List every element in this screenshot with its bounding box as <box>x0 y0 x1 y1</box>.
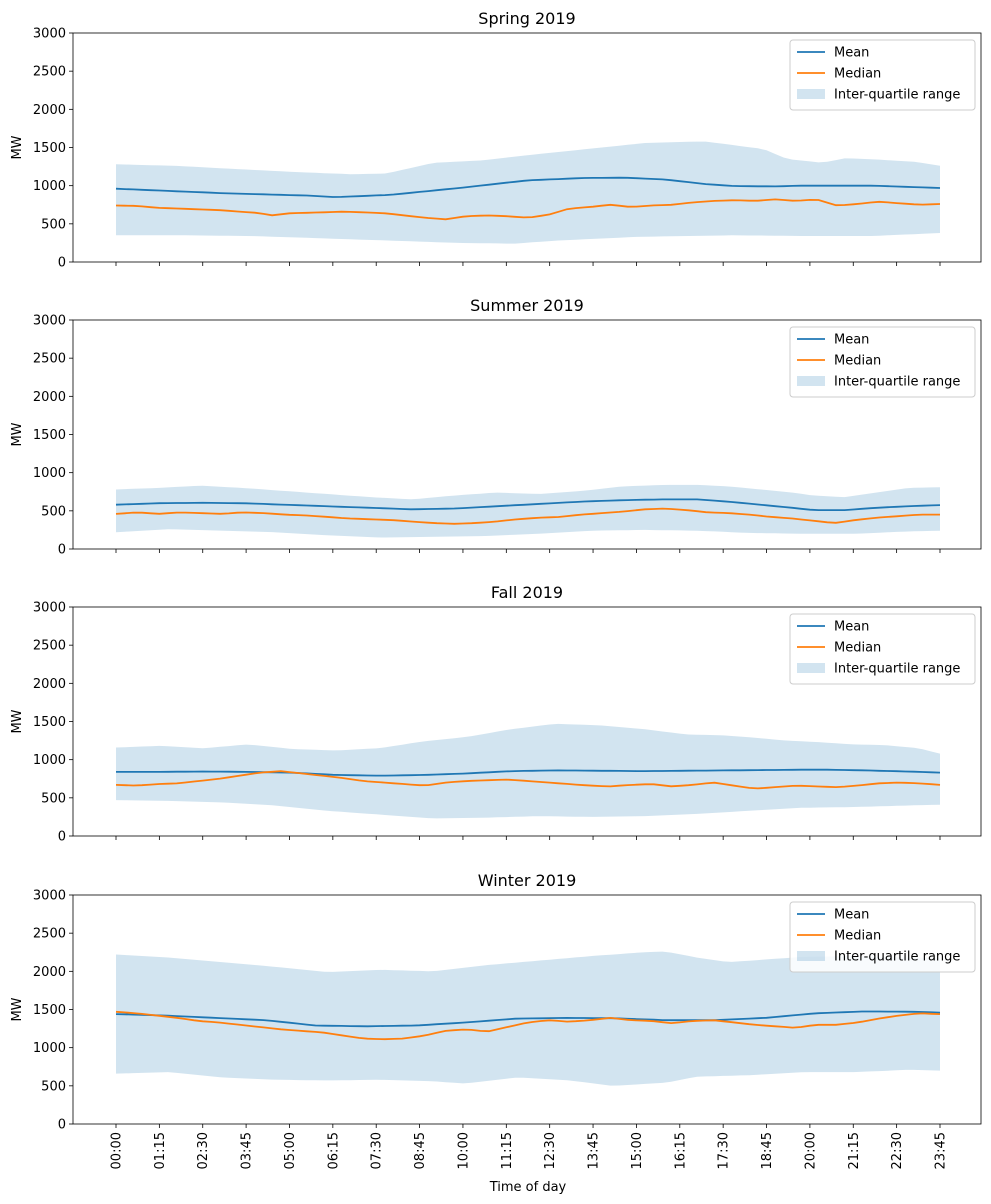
panel-title: Fall 2019 <box>491 583 563 602</box>
y-axis-label: MW <box>10 997 25 1021</box>
legend-entry: Median <box>834 354 881 369</box>
legend-entry: Inter-quartile range <box>834 950 960 965</box>
mean-line <box>116 768 941 777</box>
y-tick-label: 2000 <box>33 390 66 405</box>
median-line <box>115 507 940 525</box>
y-tick-label: 0 <box>58 1118 66 1133</box>
y-tick-label: 2500 <box>33 65 66 80</box>
legend-entry: Median <box>834 67 881 82</box>
x-tick-label: 03:45 <box>240 1132 255 1169</box>
x-tick-label: 21:15 <box>847 1132 862 1169</box>
x-tick-label: 16:15 <box>673 1132 688 1169</box>
x-tick-label: 05:00 <box>283 1132 298 1169</box>
y-tick-label: 500 <box>41 217 66 232</box>
median-line <box>115 1010 941 1041</box>
x-axis-label: Time of day <box>489 1180 567 1195</box>
x-tick-label: 22:30 <box>890 1132 905 1169</box>
legend: Mean Median Inter-quartile range <box>789 326 976 398</box>
panel-title: Summer 2019 <box>470 296 584 315</box>
panel-2: Summer 2019 0 500 1000 1500 2000 2500 3000 MW Mea… <box>10 296 982 558</box>
x-tick-label: 00:00 <box>110 1132 125 1169</box>
x-tick-label: 06:15 <box>326 1132 341 1169</box>
y-tick-label: 1000 <box>33 179 66 194</box>
y-axis-label: MW <box>10 135 25 159</box>
legend-entry: Median <box>834 929 881 944</box>
legend-entry: Mean <box>834 46 869 61</box>
x-tick-label: 10:00 <box>456 1132 471 1169</box>
x-tick-label: 07:30 <box>370 1132 385 1169</box>
legend-entry: Inter-quartile range <box>834 88 960 103</box>
legend: Mean Median Inter-quartile range <box>789 39 976 111</box>
panels-container: Spring 2019 0 500 1000 1500 2000 2500 3000 MW Mea… <box>10 9 982 1169</box>
panel-title: Winter 2019 <box>478 871 577 890</box>
panel-3: Fall 2019050010001500200025003000MWMeanM… <box>10 583 982 845</box>
median-line <box>115 198 941 221</box>
iqr-band <box>116 484 940 538</box>
y-tick-label: 500 <box>41 791 66 806</box>
y-tick-label: 2500 <box>33 352 66 367</box>
legend-box <box>789 326 976 398</box>
legend-entry: Mean <box>834 908 869 923</box>
x-tick-label: 17:30 <box>717 1132 732 1169</box>
y-tick-label: 2500 <box>33 639 66 654</box>
mean-line <box>115 498 941 511</box>
panel-1: Spring 2019 0 500 1000 1500 2000 2500 3000 MW Mea… <box>10 9 982 271</box>
legend-box <box>789 901 976 973</box>
x-tick-label: 20:00 <box>803 1132 818 1169</box>
y-tick-label: 1500 <box>33 1003 66 1018</box>
legend: Mean Median Inter-quartile range <box>789 613 976 685</box>
y-tick-label: 3000 <box>33 601 66 616</box>
legend-entry: Mean <box>834 620 869 635</box>
y-tick-label: 1000 <box>33 466 66 481</box>
legend-box <box>789 39 976 111</box>
y-tick-label: 1500 <box>33 428 66 443</box>
iqr-band <box>116 141 940 244</box>
y-axis-label: MW <box>10 709 25 733</box>
x-tick-label: 15:00 <box>630 1132 645 1169</box>
x-tick-label: 18:45 <box>760 1132 775 1169</box>
y-tick-label: 1500 <box>33 715 66 730</box>
y-tick-label: 0 <box>58 256 66 271</box>
y-tick-label: 0 <box>58 830 66 845</box>
x-tick-label: 01:15 <box>153 1132 168 1169</box>
y-tick-label: 500 <box>41 1079 66 1094</box>
y-tick-label: 1000 <box>33 753 66 768</box>
median-line <box>115 770 941 790</box>
x-tick-label: 23:45 <box>934 1132 949 1169</box>
legend-box <box>789 613 976 685</box>
y-axis-label: MW <box>10 422 25 446</box>
y-tick-label: 2000 <box>33 103 66 118</box>
y-tick-label: 2500 <box>33 927 66 942</box>
y-tick-label: 3000 <box>33 314 66 329</box>
mean-line <box>115 176 941 198</box>
legend-entry: Inter-quartile range <box>834 375 960 390</box>
y-tick-label: 1000 <box>33 1041 66 1056</box>
panel-4: Winter 2019 0 500 1000 1500 2000 2500 3000 MW 00:… <box>10 871 982 1169</box>
legend-iqr-swatch <box>797 376 825 386</box>
mean-line <box>115 1010 941 1028</box>
x-tick-label: 02:30 <box>196 1132 211 1169</box>
y-tick-label: 3000 <box>33 27 66 42</box>
y-tick-label: 2000 <box>33 677 66 692</box>
x-tick-label: 08:45 <box>413 1132 428 1169</box>
x-tick-label: 12:30 <box>543 1132 558 1169</box>
legend-iqr-swatch <box>797 663 825 673</box>
x-tick-label: 11:15 <box>500 1132 515 1169</box>
x-tick-label: 13:45 <box>587 1132 602 1169</box>
y-tick-label: 1500 <box>33 141 66 156</box>
legend-iqr-swatch <box>797 89 825 99</box>
panel-title: Spring 2019 <box>478 9 575 28</box>
legend: Mean Median Inter-quartile range <box>789 901 976 973</box>
y-tick-label: 0 <box>58 543 66 558</box>
legend-iqr-swatch <box>797 951 825 961</box>
y-tick-label: 500 <box>41 504 66 519</box>
legend-entry: Mean <box>834 333 869 348</box>
y-tick-label: 3000 <box>33 889 66 904</box>
y-tick-label: 2000 <box>33 965 66 980</box>
legend-entry: Median <box>834 641 881 656</box>
legend-entry: Inter-quartile range <box>834 662 960 677</box>
